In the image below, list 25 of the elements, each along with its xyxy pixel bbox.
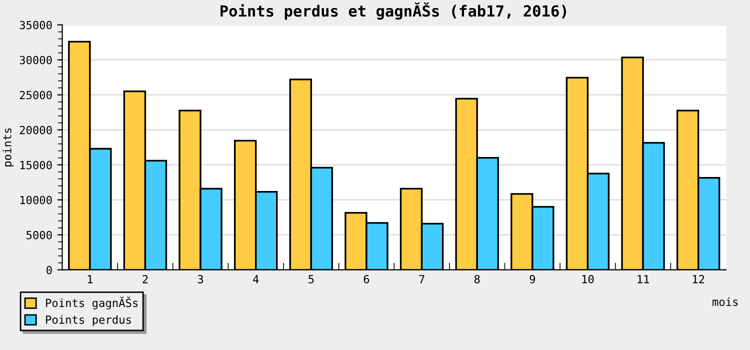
y-tick-label: 35000 <box>20 20 52 30</box>
x-tick-label: 8 <box>474 274 480 284</box>
x-tick-label: 6 <box>364 274 370 284</box>
legend-label: Points perdus <box>46 315 131 326</box>
legend-label: Points gagnĂŠs <box>46 296 138 310</box>
x-axis-title: mois <box>712 297 738 306</box>
x-tick-label: 7 <box>419 275 424 284</box>
x-tick-label: 3 <box>198 274 204 284</box>
y-tick-label: 5000 <box>26 230 52 240</box>
y-tick-label: 10000 <box>20 196 52 204</box>
x-tick-label: 9 <box>530 274 535 284</box>
y-tick-label: 20000 <box>20 126 52 134</box>
x-tick-label: 5 <box>308 275 314 284</box>
x-tick-label: 10 <box>582 274 594 284</box>
y-tick-label: 15000 <box>20 160 52 170</box>
x-tick-label: 11 <box>638 275 649 284</box>
x-tick-label: 4 <box>253 275 259 284</box>
y-tick-label: 25000 <box>20 90 52 100</box>
x-tick-label: 2 <box>142 274 148 284</box>
chart-title: Points perdus et gagnĂŠs (fab17, 2016) <box>220 2 566 20</box>
y-tick-label: 30000 <box>20 56 52 64</box>
x-tick-label: 12 <box>692 274 704 284</box>
y-tick-label: 0 <box>46 266 52 274</box>
y-axis-title: points <box>2 128 14 166</box>
x-tick-label: 1 <box>88 275 92 284</box>
